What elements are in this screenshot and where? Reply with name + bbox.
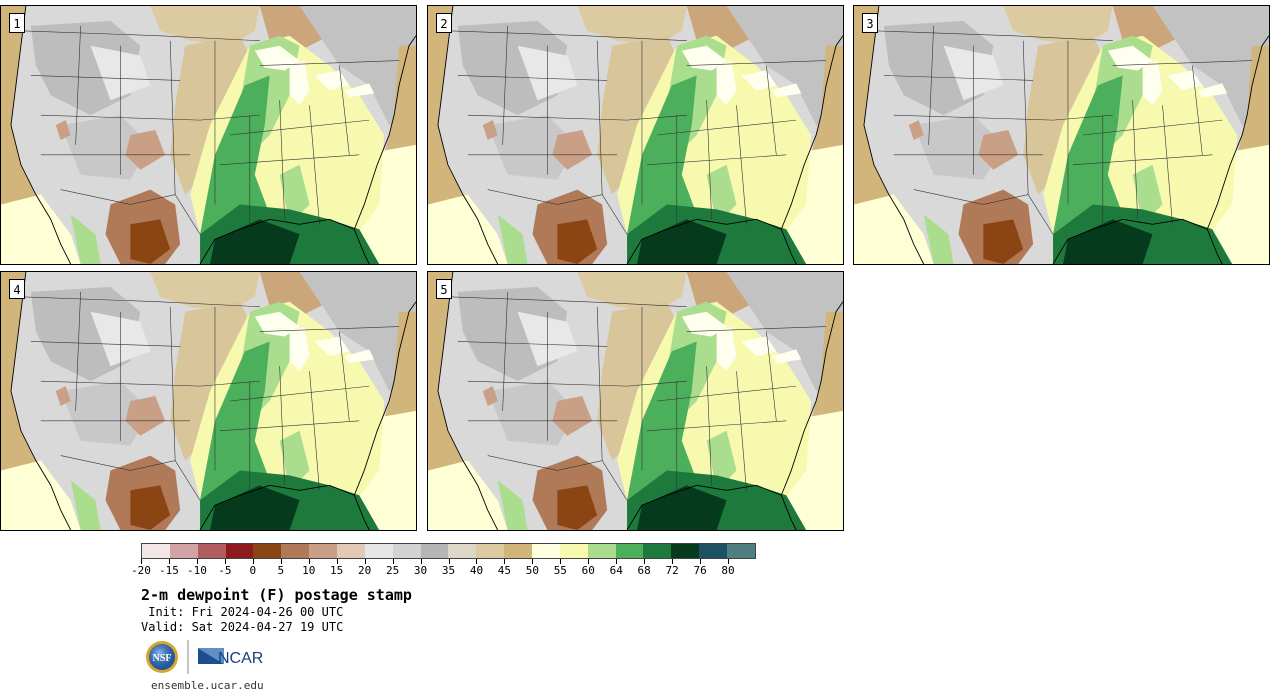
dewpoint-map	[1, 6, 416, 264]
colorbar-tick	[504, 559, 506, 564]
colorbar-tick	[560, 559, 562, 564]
valid-time: Valid: Sat 2024-04-27 19 UTC	[141, 620, 344, 634]
colorbar-tick-label: 35	[441, 564, 456, 577]
postage-stamp-panel-1: 1	[0, 5, 417, 265]
colorbar-swatch	[420, 544, 449, 558]
colorbar-tick	[141, 559, 142, 564]
colorbar-labels: -20 -15 -10 -5 0 5 10 15 20 25 30 35 40 45 50 55 60 64 68 7…	[131, 559, 756, 579]
colorbar-tick	[448, 559, 450, 564]
colorbar-tick-label: 50	[525, 564, 539, 577]
colorbar-swatch	[169, 544, 198, 558]
colorbar-tick	[588, 559, 590, 564]
dewpoint-map	[1, 272, 416, 530]
panel-number: 3	[862, 13, 878, 33]
init-time: Init: Fri 2024-04-26 00 UTC	[141, 605, 344, 619]
colorbar-tick	[168, 559, 170, 564]
colorbar-tick-label: 68	[637, 564, 651, 577]
colorbar-swatch	[532, 544, 560, 558]
colorbar-tick-label: 40	[469, 564, 484, 577]
colorbar-tick	[308, 559, 310, 564]
colorbar-swatch	[504, 544, 533, 558]
colorbar-tick-label: 0	[249, 564, 257, 577]
postage-stamp-panel-2: 2	[427, 5, 844, 265]
postage-stamp-panel-4: 4	[0, 271, 417, 531]
colorbar-swatch	[392, 544, 421, 558]
colorbar-swatch	[727, 544, 755, 558]
panel-number: 2	[436, 13, 452, 33]
colorbar-swatch	[671, 544, 700, 558]
colorbar-tick-label: 76	[693, 564, 707, 577]
colorbar-swatch	[559, 544, 588, 558]
colorbar-swatch	[309, 544, 338, 558]
colorbar-tick	[252, 559, 254, 564]
colorbar-tick-label: 72	[665, 564, 679, 577]
logos: NSF NCAR	[144, 638, 284, 676]
colorbar-tick-label: 25	[385, 564, 400, 577]
panel-number: 1	[9, 13, 25, 33]
colorbar-tick-label: 55	[553, 564, 567, 577]
colorbar-tick-label: 30	[413, 564, 428, 577]
page-title: 2-m dewpoint (F) postage stamp	[141, 586, 412, 604]
colorbar-swatch	[281, 544, 310, 558]
panel-number: 5	[436, 279, 452, 299]
colorbar-tick	[644, 559, 646, 564]
colorbar-tick-label: -10	[186, 564, 207, 577]
colorbar-tick-label: 20	[358, 564, 372, 577]
colorbar-swatch	[615, 544, 644, 558]
colorbar-swatch	[253, 544, 282, 558]
colorbar-swatch	[364, 544, 393, 558]
colorbar-tick	[224, 559, 226, 564]
postage-stamp-panel-5: 5	[427, 271, 844, 531]
colorbar-tick	[420, 559, 422, 564]
colorbar-swatch	[643, 544, 672, 558]
colorbar-tick	[616, 559, 618, 564]
colorbar-tick-label: 45	[497, 564, 512, 577]
colorbar-tick-label: 5	[277, 564, 285, 577]
colorbar-swatch	[337, 544, 365, 558]
colorbar-tick-label: -20	[131, 564, 151, 577]
colorbar-tick-label: 15	[330, 564, 344, 577]
colorbar-tick	[700, 559, 702, 564]
colorbar-tick	[532, 559, 534, 564]
colorbar-tick-label: 10	[302, 564, 316, 577]
colorbar-tick	[280, 559, 282, 564]
colorbar-tick-label: -15	[159, 564, 179, 577]
dewpoint-map	[428, 6, 843, 264]
nsf-ncar-logos: NSF NCAR	[146, 640, 263, 674]
colorbar-swatch	[225, 544, 254, 558]
nsf-logo: NSF	[146, 641, 178, 673]
ncar-logo-text: NCAR	[218, 650, 263, 667]
colorbar-swatch	[587, 544, 616, 558]
colorbar-tick-label: 60	[581, 564, 595, 577]
colorbar-tick	[364, 559, 366, 564]
site-url: ensemble.ucar.edu	[151, 679, 264, 692]
colorbar-tick	[196, 559, 198, 564]
colorbar-tick	[336, 559, 338, 564]
colorbar-tick-label: 64	[609, 564, 623, 577]
postage-stamp-panel-3: 3	[853, 5, 1270, 265]
dewpoint-map	[854, 6, 1269, 264]
dewpoint-map	[428, 272, 843, 530]
colorbar-tick-label: 80	[721, 564, 735, 577]
colorbar-tick	[392, 559, 394, 564]
panel-number: 4	[9, 279, 25, 299]
colorbar-swatch	[448, 544, 477, 558]
colorbar-swatch	[197, 544, 226, 558]
colorbar-tick	[728, 559, 730, 564]
colorbar-tick	[672, 559, 674, 564]
colorbar-swatch	[476, 544, 505, 558]
colorbar-tick-label: -5	[218, 564, 232, 577]
nsf-logo-text: NSF	[153, 653, 172, 664]
ncar-logo: NCAR	[198, 648, 263, 667]
colorbar-swatch	[142, 544, 170, 558]
colorbar	[141, 543, 756, 559]
colorbar-swatch	[699, 544, 728, 558]
colorbar-tick	[476, 559, 478, 564]
